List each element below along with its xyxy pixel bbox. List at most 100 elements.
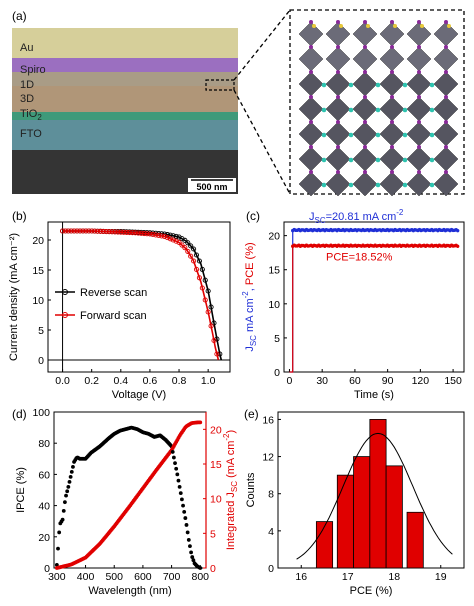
data-point <box>118 229 124 235</box>
ipce-point <box>57 530 62 535</box>
step-line-1 <box>289 245 459 373</box>
data-point <box>86 228 92 234</box>
x-tick-label: 18 <box>388 571 400 583</box>
iodide-atom <box>417 95 421 99</box>
data-point <box>167 236 173 242</box>
iodide-atom <box>336 95 340 99</box>
data-point <box>147 231 153 237</box>
y-right-axis-label: Integrated JSC (mA cm-2) <box>222 430 239 550</box>
panel-b: (b) 0.0 0.2 0.4 0.6 0.8 1.0 0 5 10 15 20 Reverse sca… <box>0 208 240 406</box>
iodide-atom <box>309 170 313 174</box>
y-tick-label: 5 <box>38 325 44 337</box>
y-tick-label: 20 <box>38 532 50 544</box>
iodide-atom <box>363 70 367 74</box>
y-tick-label: 40 <box>38 501 50 513</box>
cation-atom <box>402 182 408 188</box>
data-point <box>68 228 74 234</box>
ipce-point <box>184 523 189 527</box>
data-point <box>185 248 191 254</box>
x-tick-label: 90 <box>382 375 394 387</box>
y-tick-label: 0 <box>38 355 44 367</box>
panel-c-label: (c) <box>246 209 260 223</box>
cation-atom <box>429 107 435 113</box>
layer-label-tio2: TiO2 <box>20 108 42 122</box>
x-tick-label: 30 <box>316 375 328 387</box>
y-tick-label: 100 <box>32 407 50 419</box>
y-right-tick-label: 10 <box>210 494 222 506</box>
ipce-point <box>60 517 65 522</box>
histogram-bar <box>315 521 334 569</box>
data-point <box>182 245 188 251</box>
histogram-bar <box>406 511 424 569</box>
legend-label: Forward scan <box>80 310 147 322</box>
data-point <box>121 229 127 235</box>
x-tick-label: 19 <box>435 571 447 583</box>
ipce-point <box>177 484 182 489</box>
iodide-atom <box>363 170 367 174</box>
ipce-point <box>61 509 66 513</box>
panel-a: (a) Au Spiro 1D 3D TiO2 FTO 500 nm <box>0 0 474 205</box>
iodide-atom <box>444 20 448 24</box>
ipce-point <box>54 562 59 567</box>
x-tick-label: 700 <box>163 571 181 583</box>
y-tick-label: 15 <box>32 265 44 277</box>
octahedron <box>298 171 324 197</box>
y-axis-label: Current density (mA cm⁻²) <box>8 233 20 361</box>
x-axis-label: Wavelength (nm) <box>88 585 171 597</box>
y-tick-label: 8 <box>268 489 274 501</box>
x-axis-label: Voltage (V) <box>112 389 166 401</box>
data-point <box>196 258 202 264</box>
iodide-atom <box>309 145 313 149</box>
ipce-point <box>186 538 191 542</box>
iodide-atom <box>417 70 421 74</box>
data-point <box>153 232 159 238</box>
ipce-point <box>183 516 188 520</box>
data-point <box>191 258 197 264</box>
ipce-point <box>185 530 190 535</box>
data-point <box>109 229 115 235</box>
ipce-point <box>182 509 187 514</box>
ipce-point <box>171 455 176 460</box>
ipce-point <box>68 474 73 479</box>
cation-atom <box>429 132 435 138</box>
data-point <box>74 228 80 234</box>
organic-atom <box>339 24 343 28</box>
data-point <box>214 351 220 357</box>
panel-e-label: (e) <box>244 407 259 421</box>
iodide-atom <box>444 70 448 74</box>
layer-label-1d: 1D <box>20 79 34 91</box>
data-point <box>173 238 179 244</box>
jsc-point <box>198 420 203 425</box>
ipce-point <box>69 470 74 474</box>
iodide-atom <box>363 20 367 24</box>
cation-atom <box>429 157 435 163</box>
data-point <box>135 230 141 236</box>
ipce-point <box>62 500 67 505</box>
ipce-point <box>71 465 75 469</box>
x-tick-label: 0 <box>287 375 293 387</box>
layer-label-spiro: Spiro <box>20 64 46 76</box>
iodide-atom <box>390 70 394 74</box>
octahedron <box>352 171 378 197</box>
iodide-atom <box>390 45 394 49</box>
octahedron <box>406 171 432 197</box>
layer-spiro <box>12 58 238 72</box>
legend-label: Reverse scan <box>80 287 147 299</box>
octahedron <box>379 171 405 197</box>
iodide-atom <box>363 95 367 99</box>
cation-atom <box>321 132 327 138</box>
layer-tio2 <box>12 112 238 120</box>
y-right-tick-label: 15 <box>210 459 222 471</box>
cation-atom <box>348 157 354 163</box>
data-point <box>144 231 150 237</box>
data-point <box>141 230 147 237</box>
panel-b-label: (b) <box>12 209 27 223</box>
data-point <box>173 233 179 239</box>
histogram-bar <box>336 474 354 569</box>
cation-atom <box>321 157 327 163</box>
panel-d-label: (d) <box>12 407 27 421</box>
ipce-point <box>178 491 183 496</box>
data-point <box>185 240 191 246</box>
data-point <box>77 228 83 234</box>
iodide-atom <box>417 120 421 124</box>
